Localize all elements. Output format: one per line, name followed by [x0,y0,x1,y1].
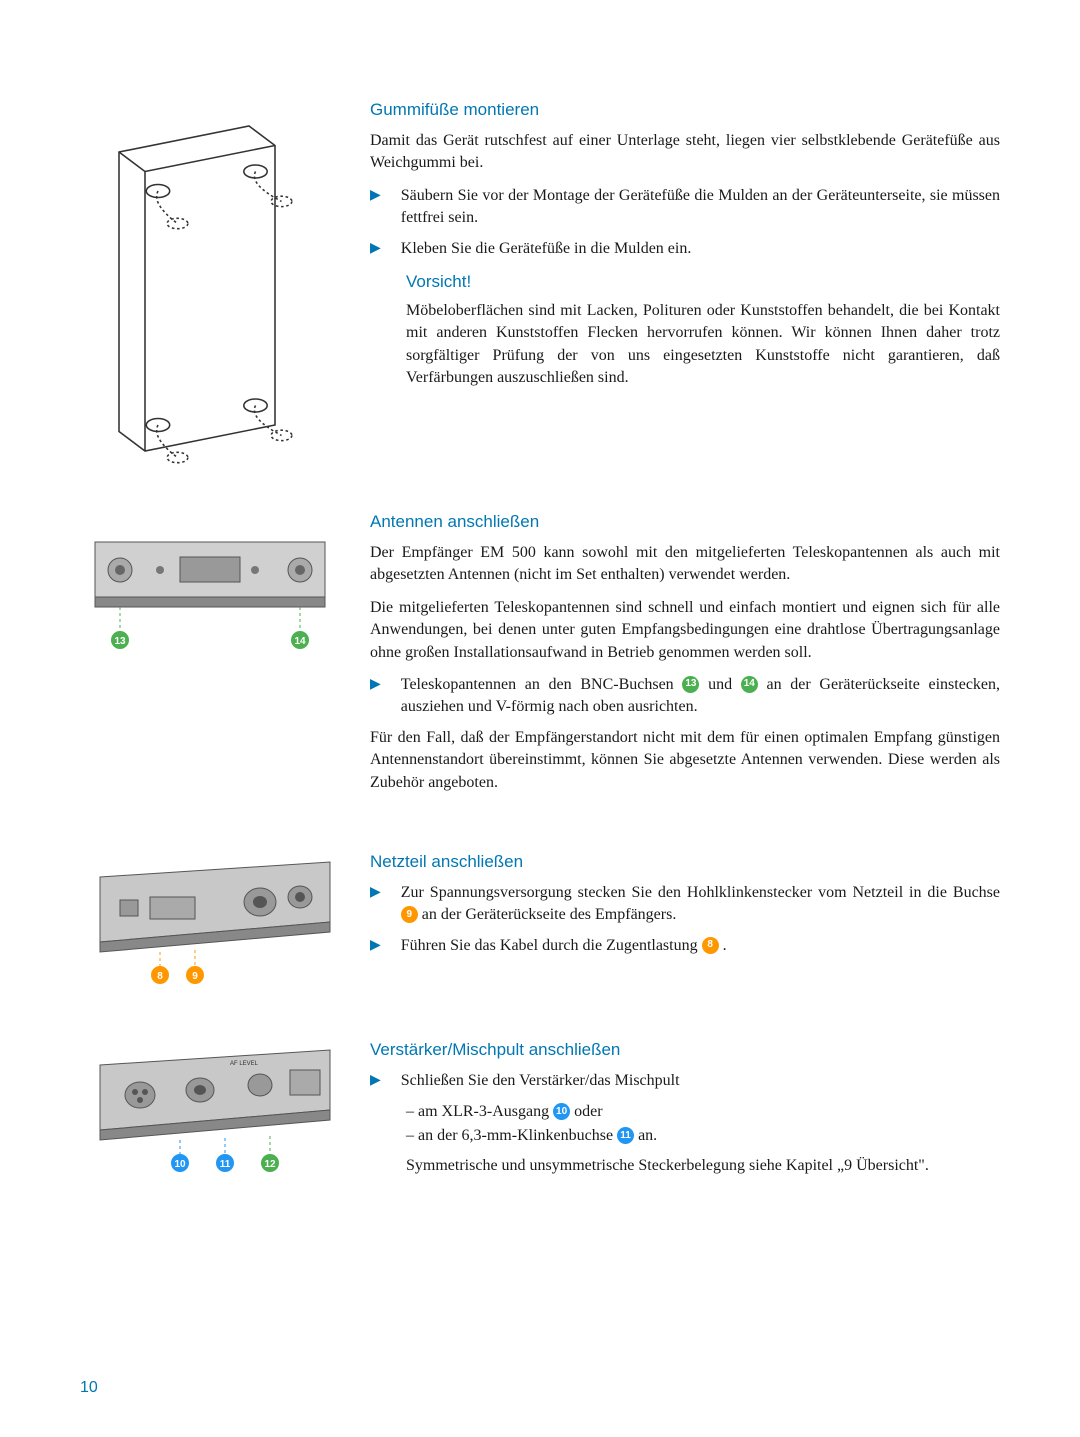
bullet-text-amp: Schließen Sie den Verstärker/das Mischpu… [401,1070,1000,1092]
badge-11: 11 [220,1159,231,1170]
t: Zur Spannungsversorgung stecken Sie den … [401,884,1000,901]
badge-10: 10 [174,1159,186,1170]
badge-10-inline: 10 [553,1103,570,1120]
bullet-text-psu2: Führen Sie das Kabel durch die Zugentlas… [401,935,1000,957]
illustration-device-bottom [80,100,340,464]
badge-12: 12 [264,1159,276,1170]
t: oder [574,1103,602,1120]
badge-13-inline: 13 [682,676,699,693]
illustration-power: 8 9 [80,852,340,992]
bullet-item: ▶ Säubern Sie vor der Montage der Geräte… [370,185,1000,230]
t: – am XLR-3-Ausgang [406,1103,553,1120]
badge-14-inline: 14 [741,676,758,693]
t: Teleskopantennen an den BNC-Buchsen [401,676,683,693]
bullet-triangle-icon: ▶ [370,676,381,693]
badge-8-inline: 8 [702,937,719,954]
para-ant-2: Die mitgelieferten Teleskopantennen sind… [370,597,1000,664]
intro-rubber-feet: Damit das Gerät rutschfest auf einer Unt… [370,130,1000,175]
bullet-triangle-icon: ▶ [370,1072,381,1089]
badge-8: 8 [157,971,163,982]
badge-9: 9 [192,971,198,982]
bullet-triangle-icon: ▶ [370,240,381,257]
bullet-text-psu1: Zur Spannungsversorgung stecken Sie den … [401,882,1000,927]
section-antennas: 13 14 Antennen anschließen Der Empfänger… [80,512,1000,804]
badge-13: 13 [114,636,126,647]
note-pinout: Symmetrische und unsymmetrische Steckerb… [406,1154,1000,1178]
bullet-item: ▶ Zur Spannungsversorgung stecken Sie de… [370,882,1000,927]
bullet-triangle-icon: ▶ [370,187,381,204]
antenna-svg: 13 14 [80,512,340,662]
heading-amplifier: Verstärker/Mischpult anschließen [370,1040,1000,1060]
caution-block: Vorsicht! Möbeloberflächen sind mit Lack… [406,272,1000,390]
bullet-item: ▶ Kleben Sie die Gerätefüße in die Mulde… [370,238,1000,260]
caution-text: Möbeloberflächen sind mit Lacken, Politu… [406,300,1000,390]
bullet-triangle-icon: ▶ [370,937,381,954]
t: – an der 6,3-mm-Klinkenbuchse [406,1127,617,1144]
caution-heading: Vorsicht! [406,272,1000,292]
section-amplifier: AF LEVEL 10 11 12 Verstärker/Mischpult a… [80,1040,1000,1180]
bullet-text: Kleben Sie die Gerätefüße in die Mulden … [401,238,1000,260]
t: an. [638,1127,657,1144]
illustration-amplifier: AF LEVEL 10 11 12 [80,1040,340,1180]
t: und [708,676,741,693]
t: . [723,937,727,954]
illustration-antennas: 13 14 [80,512,340,662]
bullet-text: Säubern Sie vor der Montage der Gerätefü… [401,185,1000,230]
badge-9-inline: 9 [401,906,418,923]
heading-power: Netzteil anschließen [370,852,1000,872]
device-bottom-svg [80,100,340,464]
t: Führen Sie das Kabel durch die Zugentlas… [401,937,702,954]
page-number: 10 [80,1379,98,1397]
section-rubber-feet: Gummifüße montieren Damit das Gerät ruts… [80,100,1000,464]
bullet-item: ▶ Schließen Sie den Verstärker/das Misch… [370,1070,1000,1092]
para-ant-3: Für den Fall, daß der Empfängerstandort … [370,727,1000,794]
bullet-item: ▶ Führen Sie das Kabel durch die Zugentl… [370,935,1000,957]
amp-svg: AF LEVEL 10 11 12 [80,1040,340,1180]
t: an der Geräterückseite des Empfängers. [422,906,677,923]
section-power-supply: 8 9 Netzteil anschließen ▶ Zur Spannungs… [80,852,1000,992]
sub-xlr: – am XLR-3-Ausgang 10 oder [406,1100,1000,1124]
bullet-item: ▶ Teleskopantennen an den BNC-Buchsen 13… [370,674,1000,719]
bullet-text-ant: Teleskopantennen an den BNC-Buchsen 13 u… [401,674,1000,719]
badge-11-inline: 11 [617,1127,634,1144]
para-ant-1: Der Empfänger EM 500 kann sowohl mit den… [370,542,1000,587]
svg-text:AF LEVEL: AF LEVEL [230,1061,259,1067]
badge-14: 14 [294,636,306,647]
heading-antennas: Antennen anschließen [370,512,1000,532]
power-svg: 8 9 [80,852,340,992]
bullet-triangle-icon: ▶ [370,884,381,901]
sub-jack: – an der 6,3-mm-Klinkenbuchse 11 an. [406,1124,1000,1148]
heading-rubber-feet: Gummifüße montieren [370,100,1000,120]
